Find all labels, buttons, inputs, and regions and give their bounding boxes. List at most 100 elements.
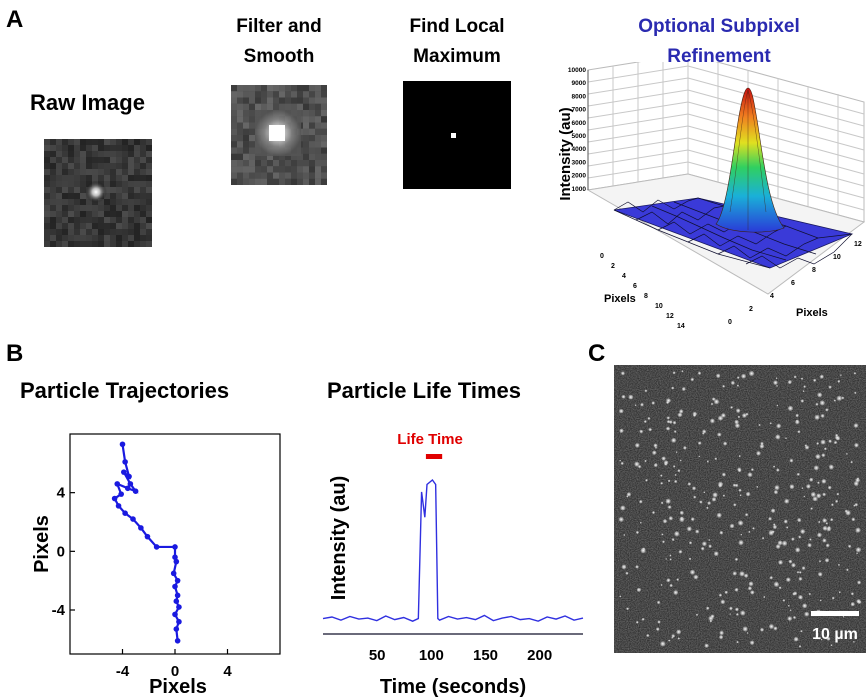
particle-dot	[833, 440, 838, 445]
lifetime-ylabel: Intensity (au)	[328, 476, 350, 600]
particle-dot	[638, 499, 643, 504]
surface-ytick: 10	[833, 254, 841, 261]
particle-dot	[713, 551, 719, 557]
particle-dot	[715, 373, 721, 379]
surface-ztick: 9000	[572, 80, 587, 87]
particle-dot	[681, 370, 684, 373]
particle-dot	[722, 494, 726, 497]
particle-dot	[639, 521, 642, 524]
particle-dot	[759, 443, 765, 449]
particle-dot	[798, 535, 802, 539]
particle-dot	[718, 483, 723, 488]
particle-dot	[797, 430, 801, 434]
particle-dot	[717, 432, 722, 437]
particle-dot	[677, 469, 681, 473]
particle-dot	[735, 612, 739, 616]
particle-dot	[700, 546, 705, 551]
particle-dot	[645, 478, 648, 482]
particle-dot	[822, 492, 827, 497]
surface-ztick: 6000	[572, 120, 587, 127]
particle-dot	[722, 384, 726, 388]
particle-dot	[688, 541, 693, 545]
particle-dot	[708, 544, 712, 549]
particle-dot	[820, 439, 826, 445]
particle-dot	[853, 442, 859, 448]
particle-dot	[648, 427, 653, 432]
particle-dot	[759, 627, 765, 632]
particle-dot	[796, 517, 802, 523]
particle-dot	[800, 377, 804, 380]
particle-dot	[830, 518, 834, 522]
particle-dot	[748, 581, 754, 587]
particle-dot	[856, 598, 861, 604]
particle-dot	[701, 541, 707, 547]
particle-dot	[677, 412, 683, 418]
surface-xtick: 10	[655, 303, 663, 310]
surface-xtick: 4	[622, 273, 626, 280]
particle-dot	[665, 498, 672, 505]
particle-dot	[819, 400, 826, 406]
trajectory-xtick: 0	[171, 663, 179, 680]
particle-dot	[679, 459, 682, 462]
particle-dot	[674, 479, 678, 484]
trajectory-point	[174, 577, 181, 584]
particle-dot	[821, 478, 827, 484]
particle-dot	[619, 428, 624, 434]
particle-dot	[789, 484, 795, 490]
particle-dot	[618, 408, 624, 414]
particle-dot	[654, 446, 658, 449]
filter-title-line1: Filter and	[236, 16, 322, 37]
particle-dot	[651, 450, 657, 456]
particle-dot	[819, 374, 825, 379]
surface-ytick: 0	[728, 319, 732, 326]
particle-dot	[804, 445, 810, 450]
particle-dot	[651, 510, 656, 515]
particle-dot	[660, 583, 663, 587]
particle-dot	[634, 442, 640, 448]
trajectory-point	[172, 544, 178, 550]
particle-dot	[672, 371, 676, 375]
particle-dot	[619, 459, 622, 462]
particle-dot	[673, 530, 680, 537]
trajectory-point	[130, 516, 136, 522]
particle-dot	[776, 423, 782, 429]
particle-dot	[640, 547, 647, 554]
particle-dot	[854, 502, 859, 507]
particle-dot	[847, 544, 852, 549]
particle-dot	[671, 386, 675, 390]
particle-dot	[635, 565, 639, 569]
particle-dot	[693, 574, 699, 580]
particle-dot	[628, 394, 634, 400]
particle-dot	[739, 570, 745, 577]
particle-dot	[687, 482, 692, 486]
particle-dot	[692, 413, 697, 418]
surface-ztick: 10000	[568, 67, 586, 74]
trajectory-point	[170, 570, 177, 577]
trajectory-xtick: 4	[223, 663, 232, 680]
particle-dot	[714, 457, 718, 461]
particle-dot	[712, 492, 718, 498]
trajectory-point	[153, 544, 160, 550]
trajectory-point	[172, 554, 178, 560]
trajectory-ytick: -4	[52, 602, 66, 619]
particle-dot	[626, 492, 632, 497]
particle-dot	[653, 462, 658, 468]
particle-dot	[672, 465, 676, 468]
particle-dot	[755, 450, 762, 456]
surface-xtick: 14	[677, 323, 685, 330]
particle-dot	[643, 419, 647, 424]
lifetime-xtick: 150	[473, 647, 498, 664]
surface-ztick: 5000	[572, 133, 587, 140]
particle-dot	[803, 385, 807, 389]
particle-dot	[719, 630, 725, 636]
particle-dot	[789, 609, 792, 612]
particle-dot	[747, 586, 753, 591]
particle-dot	[662, 518, 668, 524]
particle-dot	[716, 512, 722, 518]
particle-dot	[778, 586, 782, 590]
particle-dot	[798, 645, 802, 648]
trajectory-point	[114, 481, 121, 487]
particle-dot	[800, 399, 805, 403]
particle-dot	[669, 554, 672, 557]
particle-dot	[748, 370, 755, 377]
